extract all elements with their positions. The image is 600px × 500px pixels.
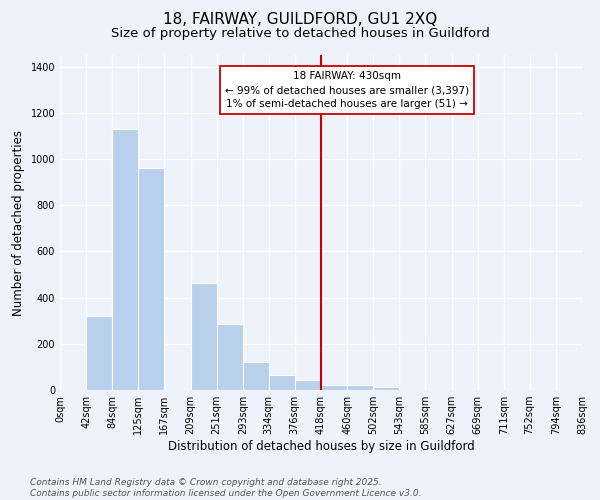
Bar	[295, 380, 321, 390]
Bar	[86, 316, 112, 390]
Bar	[243, 362, 269, 390]
Bar	[321, 386, 347, 390]
Bar	[138, 168, 164, 390]
Bar	[269, 374, 295, 390]
Text: 18, FAIRWAY, GUILDFORD, GU1 2XQ: 18, FAIRWAY, GUILDFORD, GU1 2XQ	[163, 12, 437, 28]
X-axis label: Distribution of detached houses by size in Guildford: Distribution of detached houses by size …	[167, 440, 475, 453]
Y-axis label: Number of detached properties: Number of detached properties	[12, 130, 25, 316]
Bar	[112, 129, 138, 390]
Text: Contains HM Land Registry data © Crown copyright and database right 2025.
Contai: Contains HM Land Registry data © Crown c…	[30, 478, 421, 498]
Bar	[347, 386, 373, 390]
Text: Size of property relative to detached houses in Guildford: Size of property relative to detached ho…	[110, 28, 490, 40]
Text: 18 FAIRWAY: 430sqm
← 99% of detached houses are smaller (3,397)
1% of semi-detac: 18 FAIRWAY: 430sqm ← 99% of detached hou…	[225, 71, 469, 109]
Bar	[373, 386, 399, 390]
Bar	[217, 324, 243, 390]
Bar	[191, 283, 217, 390]
